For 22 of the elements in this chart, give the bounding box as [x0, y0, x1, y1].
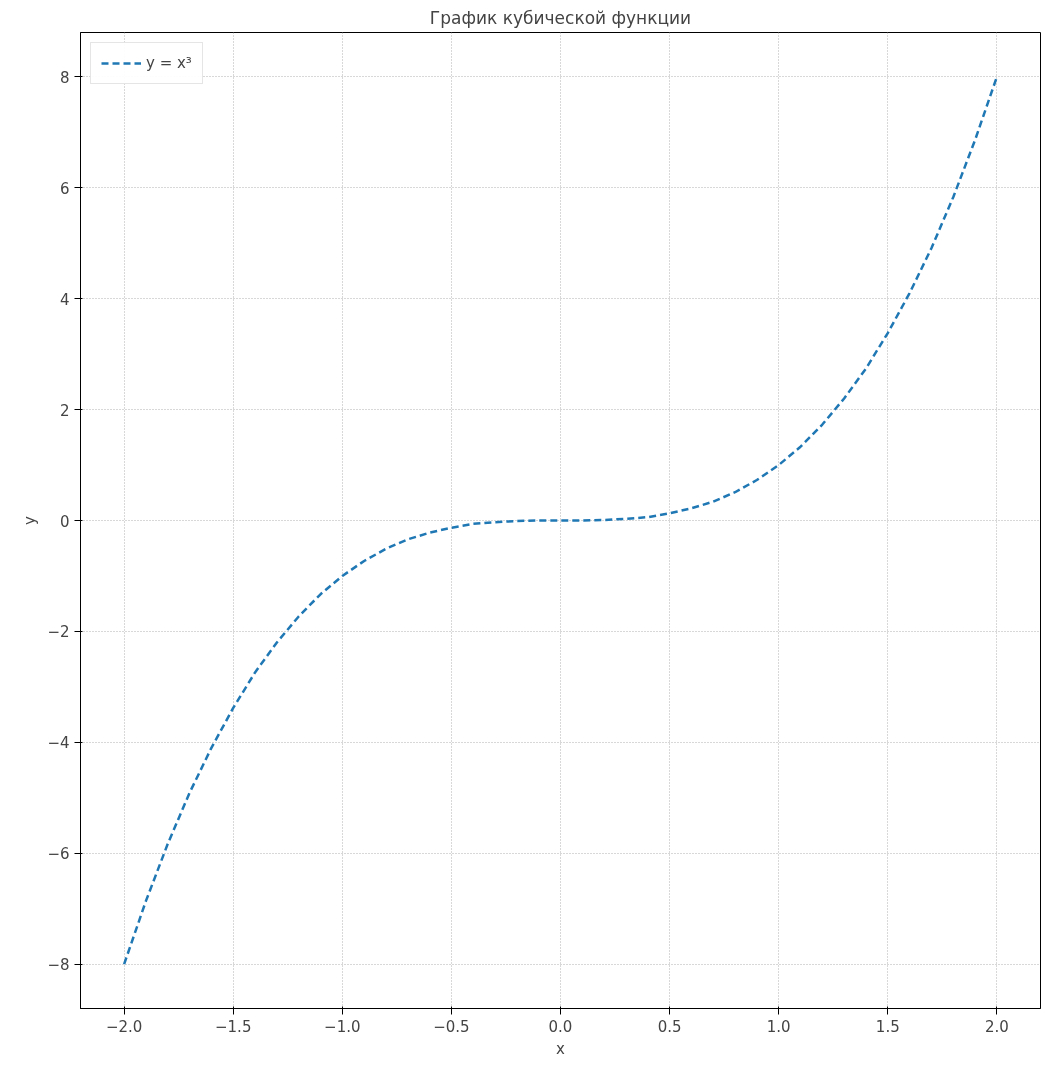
x-tick-label: 1.0 [766, 1017, 791, 1036]
y-tick-label: −8 [47, 956, 70, 975]
x-tick-label: −0.5 [433, 1017, 470, 1036]
x-tick-label: 1.5 [875, 1017, 900, 1036]
y-tick-label: 8 [59, 68, 70, 87]
x-tick-label: 2.0 [984, 1017, 1009, 1036]
x-tick-label: 0.5 [657, 1017, 682, 1036]
x-tick-label: 0.0 [548, 1017, 573, 1036]
x-axis-title: x [556, 1039, 566, 1058]
y-tick-label: 6 [59, 179, 70, 198]
y-tick-label: −2 [47, 623, 70, 642]
y-tick-label: 4 [59, 290, 70, 309]
y-tick-label: 0 [59, 512, 70, 531]
legend-label: y = x³ [146, 54, 192, 72]
x-tick-label: −2.0 [105, 1017, 143, 1036]
x-tick-label: −1.0 [324, 1017, 361, 1036]
y-axis-title: y [21, 515, 40, 525]
x-tick-label: −1.5 [215, 1017, 252, 1036]
chart-title: График кубической функции [429, 7, 692, 28]
y-tick-label: −4 [47, 734, 70, 753]
y-tick-label: −6 [47, 845, 70, 864]
y-tick-label: 2 [59, 401, 70, 420]
